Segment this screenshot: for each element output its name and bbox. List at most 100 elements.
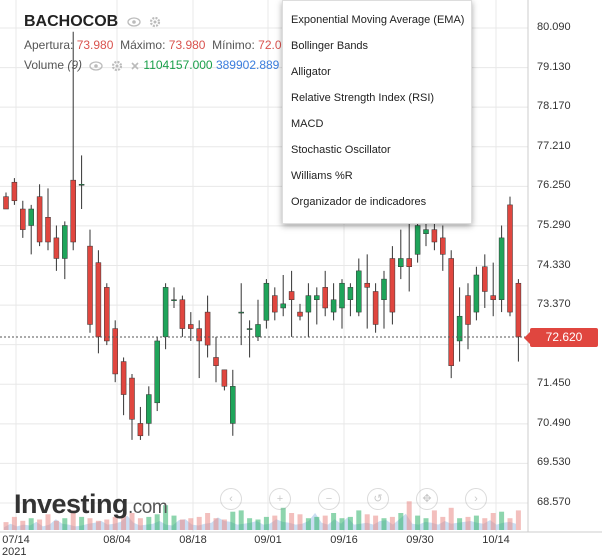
price-tick-label: 70.490 [537, 416, 571, 429]
volume-bar [112, 516, 118, 530]
candle [263, 279, 270, 329]
candle-body-down [11, 181, 18, 202]
candle [196, 320, 202, 379]
candle [314, 287, 320, 325]
volume-bar [322, 515, 328, 530]
candle-body-up [330, 299, 337, 313]
open-label: Apertura: [24, 38, 74, 52]
volume-bar [79, 516, 85, 530]
time-tick-label: 09/30 [406, 534, 434, 546]
price-tick-label: 80.090 [537, 21, 571, 33]
gear-icon[interactable] [111, 60, 123, 72]
candle-body-down [372, 291, 379, 325]
volume-series [3, 501, 521, 530]
chevron-right-icon[interactable]: › [465, 488, 487, 510]
symbol-name: BACHOCOB [24, 13, 119, 30]
candle-body-down [104, 287, 110, 342]
candle [322, 270, 328, 317]
candle-body-down [431, 229, 438, 243]
candle-body-up [28, 208, 34, 226]
volume-bar [87, 518, 93, 530]
candle [137, 406, 144, 440]
candle-body-up [246, 328, 253, 330]
candle [154, 336, 160, 412]
candle [515, 279, 522, 362]
price-tick-label: 79.130 [537, 60, 571, 73]
candle-body-up [305, 295, 312, 313]
candle-body-up [347, 287, 354, 300]
menu-item-alligator[interactable]: Alligator [291, 66, 331, 78]
price-tick-label: 71.450 [537, 377, 571, 390]
volume-bar [507, 518, 513, 530]
volume-bar [129, 513, 135, 530]
zoom-out-icon[interactable]: − [318, 488, 340, 510]
price-tick-label: 78.170 [537, 100, 571, 113]
candle-body-down [482, 266, 488, 292]
indicator-menu: Exponential Moving Average (EMA) Bolling… [282, 0, 472, 224]
volume-bar [381, 518, 387, 530]
price-tick-label: 74.330 [537, 258, 571, 271]
candle-body-down [196, 328, 202, 342]
candle [179, 295, 186, 337]
menu-item-ema[interactable]: Exponential Moving Average (EMA) [291, 14, 465, 26]
volume-value-1: 1104157.000 [143, 58, 213, 72]
gear-icon[interactable] [149, 16, 161, 28]
candlestick-series [3, 31, 522, 440]
candle [288, 270, 295, 337]
candle-body-down [179, 299, 186, 329]
menu-item-stochastic[interactable]: Stochastic Oscillator [291, 144, 391, 156]
pan-icon[interactable]: ✥ [416, 488, 438, 510]
volume-bar [104, 519, 110, 530]
candle-body-down [389, 258, 396, 313]
volume-bar [230, 511, 236, 530]
candle [339, 279, 345, 329]
logo-suffix: .com [128, 497, 168, 518]
volume-bar [440, 516, 446, 530]
candle-body-up [423, 229, 429, 235]
menu-item-bollinger-bands[interactable]: Bollinger Bands [291, 40, 369, 52]
chevron-left-icon[interactable]: ‹ [220, 488, 242, 510]
volume-bar [423, 518, 429, 530]
volume-bar [171, 515, 177, 530]
candle [213, 336, 219, 383]
candle [347, 283, 354, 317]
menu-item-williams-r[interactable]: Williams %R [291, 170, 353, 182]
candle [456, 287, 463, 362]
volume-bar [53, 520, 59, 530]
candle-body-up [314, 295, 320, 300]
candle [188, 312, 194, 341]
volume-bar [431, 510, 437, 530]
volume-bar [448, 507, 454, 530]
candle [305, 283, 312, 337]
candle [272, 287, 278, 321]
volume-bar [331, 513, 337, 530]
candle [330, 283, 337, 321]
candle [120, 357, 127, 416]
menu-item-macd[interactable]: MACD [291, 118, 324, 130]
reset-icon[interactable]: ↺ [367, 488, 389, 510]
menu-item-rsi[interactable]: Relative Strength Index (RSI) [291, 92, 435, 104]
candle [246, 320, 253, 358]
candle-body-down [490, 295, 496, 300]
volume-bar [205, 513, 211, 530]
menu-item-indicator-organizer[interactable]: Organizador de indicadores [291, 196, 427, 208]
zoom-in-icon[interactable]: + [269, 488, 291, 510]
candle-body-down [36, 196, 43, 243]
candle-body-down [70, 179, 76, 243]
eye-icon[interactable] [89, 61, 104, 71]
candle [406, 213, 412, 292]
candle-body-down [221, 369, 228, 387]
eye-icon[interactable] [127, 17, 141, 27]
candle-body-up [456, 315, 463, 342]
close-icon[interactable] [130, 61, 140, 71]
investing-logo[interactable]: Investing.com [14, 489, 168, 520]
candle-body-down [322, 287, 328, 309]
candle [62, 221, 68, 280]
candle-body-down [53, 237, 60, 259]
candle-body-down [3, 196, 9, 210]
volume-bar [339, 518, 345, 530]
volume-bar [490, 513, 496, 530]
candle [204, 295, 211, 358]
candle-body-down [120, 361, 127, 395]
